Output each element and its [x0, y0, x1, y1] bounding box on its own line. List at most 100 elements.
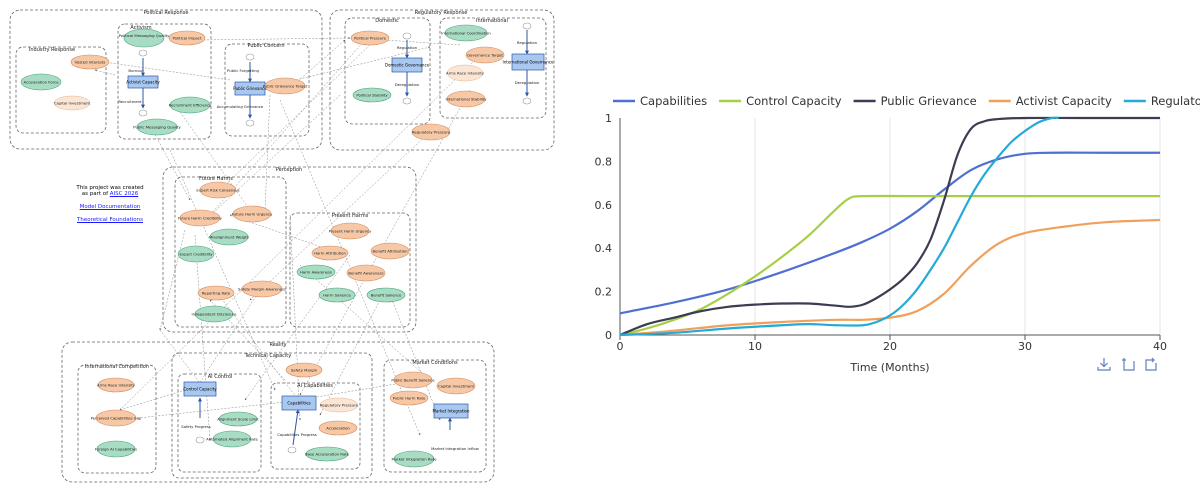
stock-domestic-governance[interactable]: Domestic Governance	[385, 57, 430, 73]
stock-public-grievance[interactable]: Public Grievance	[233, 81, 267, 96]
node-governance-target[interactable]	[465, 46, 505, 64]
group-industry-response	[15, 46, 107, 134]
stock-control-capacity[interactable]: Control Capacity	[183, 381, 217, 397]
node-independent-disclosure[interactable]	[194, 305, 234, 323]
node-political-messaging-quality[interactable]	[123, 28, 165, 48]
node-alignment-scale-limit[interactable]	[218, 411, 258, 427]
legend-item[interactable]: Regulatory Pressure	[1123, 94, 1200, 108]
node-acceleration-force[interactable]	[20, 73, 62, 91]
node-harm-salience[interactable]	[318, 287, 356, 303]
node-label: Governance Target	[467, 53, 503, 58]
x-axis-label: Time (Months)	[849, 361, 929, 374]
node-harm-awareness[interactable]	[296, 264, 336, 280]
node-automated-alignment-rate[interactable]	[212, 430, 252, 448]
legend-label: Activist Capacity	[1016, 94, 1112, 108]
node-public-messaging-quality[interactable]	[136, 118, 178, 136]
y-tick-label: 0.4	[595, 242, 613, 255]
group-market-conditions	[383, 359, 487, 473]
node-safety-margin-awareness[interactable]	[241, 280, 283, 298]
node-regulatory-pressure-top[interactable]	[411, 123, 451, 141]
node-base-acceleration-rate[interactable]	[305, 446, 349, 462]
node-safety-margin[interactable]	[285, 362, 323, 378]
aisc-link[interactable]: AISC 2026	[109, 191, 139, 197]
node-recruitment-efficiency[interactable]	[169, 96, 211, 114]
group-present-harms	[289, 212, 411, 328]
diagram-links	[89, 37, 481, 441]
node-public-benefit-salience[interactable]	[393, 371, 433, 389]
node-label: Reporting Rate	[202, 291, 231, 296]
stock-market-integration[interactable]: Market Integration	[432, 403, 470, 419]
node-political-stability[interactable]	[352, 87, 392, 103]
node-benefit-salience[interactable]	[366, 287, 406, 303]
y-axis-ticks: 0 0.2 0.4 0.6 0.8 1	[595, 112, 613, 342]
node-regulatory-pressure[interactable]	[319, 397, 359, 413]
node-future-harm-credibility[interactable]	[179, 209, 221, 227]
node-benefit-awareness[interactable]	[346, 264, 386, 282]
legend-item[interactable]: Control Capacity	[719, 94, 842, 108]
group-label: Public Concern	[247, 43, 284, 49]
series-line	[619, 116, 1160, 337]
node-arms-race-intensity-top[interactable]	[446, 64, 484, 82]
node-label: Harm Attribution	[314, 251, 346, 256]
stock-activist-capacity[interactable]: Activist Capacity	[126, 75, 160, 89]
download-icon[interactable]	[1097, 358, 1111, 371]
constant-nodes[interactable]	[53, 64, 484, 413]
x-tick-label: 0	[617, 340, 624, 353]
legend-item[interactable]: Activist Capacity	[988, 94, 1112, 108]
svg-text:International Governance: International Governance	[503, 60, 554, 65]
node-label: Political Stability	[356, 93, 388, 98]
theoretical-foundations-link[interactable]: Theoretical Foundations	[76, 217, 144, 223]
group-label: Perception	[276, 167, 302, 173]
node-harm-attribution[interactable]	[311, 245, 349, 261]
restore-icon[interactable]	[1122, 358, 1135, 371]
node-perceived-capabilities-gap[interactable]	[95, 409, 137, 427]
orange-nodes[interactable]	[70, 30, 505, 436]
node-label: Capabilities Progress	[277, 432, 317, 437]
svg-text:Control Capacity: Control Capacity	[183, 387, 217, 392]
node-reporting-rate[interactable]	[197, 285, 235, 301]
chart-legend[interactable]: Capabilities Control Capacity Public Griev…	[613, 94, 1200, 108]
node-label: Vested Interests	[75, 60, 106, 65]
node-misalignment-weight[interactable]	[209, 228, 249, 246]
node-label: International Stability	[446, 97, 488, 102]
node-political-pressure[interactable]	[350, 30, 390, 46]
node-future-harm-urgency[interactable]	[232, 205, 272, 223]
group-public-concern	[224, 43, 310, 137]
legend-item[interactable]: Capabilities	[613, 94, 707, 108]
node-present-harm-urgency[interactable]	[330, 222, 370, 240]
node-expert-risk-consensus[interactable]	[199, 181, 237, 199]
node-acceleration[interactable]	[318, 420, 358, 436]
node-label: Public Forgetting	[227, 68, 259, 73]
node-market-integration-rate[interactable]	[393, 450, 435, 468]
node-political-impact[interactable]	[168, 30, 206, 46]
stock-international-governance[interactable]: International Governance	[503, 53, 554, 71]
group-international-competition	[77, 364, 157, 474]
node-label: Regulation	[517, 40, 538, 45]
node-expert-credibility[interactable]	[177, 245, 215, 263]
node-public-grievance-target[interactable]	[264, 77, 306, 95]
node-international-stability[interactable]	[446, 90, 486, 108]
node-label: Accumulating Grievance	[217, 104, 264, 109]
stock-nodes[interactable]: Activist Capacity Public Grievance Domes…	[126, 53, 554, 419]
group-future-harms	[174, 176, 287, 328]
node-vested-interests[interactable]	[70, 54, 110, 70]
node-capital-investment-top[interactable]	[53, 95, 91, 111]
group-label: Activism	[130, 25, 151, 31]
stock-capabilities[interactable]: Capabilities	[281, 395, 317, 411]
node-arms-race-intensity[interactable]	[97, 377, 135, 393]
node-public-harm-rate[interactable]	[389, 390, 429, 406]
node-label: Misalignment Weight	[209, 235, 249, 240]
node-capital-investment[interactable]	[436, 377, 476, 395]
node-label: International Coordination	[441, 31, 491, 36]
refresh-icon[interactable]	[1145, 357, 1157, 371]
model-diagram[interactable]: Political Response Regulatory Response I…	[0, 0, 560, 490]
legend-item[interactable]: Public Grievance	[853, 94, 977, 108]
model-documentation-link[interactable]: Model Documentation	[79, 204, 141, 210]
node-label: Deregulation	[515, 80, 540, 85]
node-benefit-attribution[interactable]	[370, 242, 410, 260]
green-nodes[interactable]	[20, 24, 488, 468]
group-label: AI Control	[208, 374, 233, 380]
node-foreign-ai-capabilities[interactable]	[96, 440, 136, 458]
node-international-coordination[interactable]	[444, 24, 488, 42]
group-technical-capacity	[171, 352, 373, 479]
